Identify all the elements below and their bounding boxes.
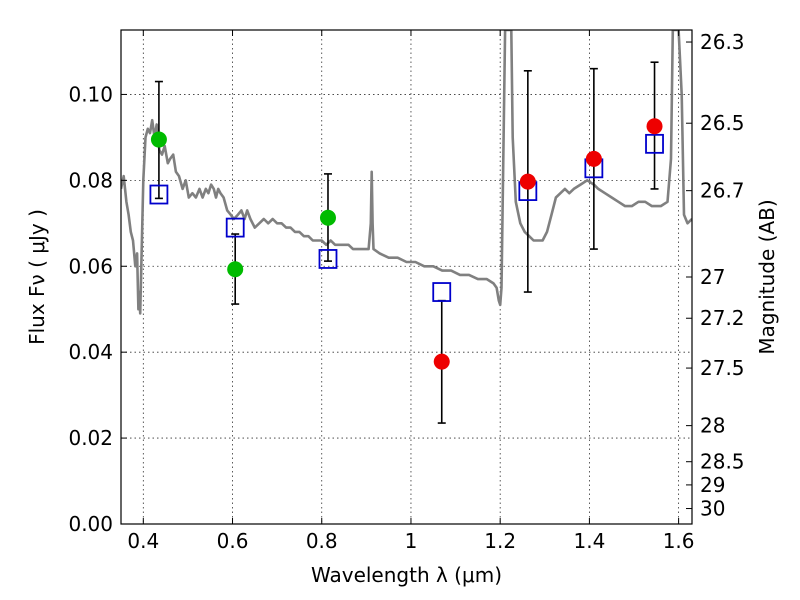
magnitude-tick-label: 28 bbox=[700, 414, 725, 438]
magnitude-tick-label: 27.2 bbox=[700, 306, 745, 330]
magnitude-tick-label: 30 bbox=[700, 497, 725, 521]
sed-line bbox=[121, 30, 692, 315]
magnitude-tick-label: 26.3 bbox=[700, 30, 745, 54]
magnitude-tick-label: 28.5 bbox=[700, 450, 745, 474]
x-tick-label: 1.2 bbox=[484, 529, 516, 553]
error-bars bbox=[154, 61, 659, 424]
observed-point bbox=[433, 353, 450, 370]
y-axis-label: Flux Fν ( μJy ) bbox=[25, 209, 49, 345]
x-tick-label: 1.6 bbox=[663, 529, 695, 553]
observed-point bbox=[646, 118, 663, 135]
model-photometry-square bbox=[149, 184, 169, 205]
x-tick-label: 0.6 bbox=[217, 529, 249, 553]
y-tick-label: 0.00 bbox=[68, 512, 113, 536]
x-axis-label: Wavelength λ (μm) bbox=[311, 563, 502, 587]
observed-point bbox=[585, 150, 602, 167]
magnitude-tick-label: 29 bbox=[700, 473, 725, 497]
observed-point bbox=[227, 261, 244, 278]
y-tick-label: 0.10 bbox=[68, 82, 113, 106]
model-photometry-square bbox=[318, 249, 338, 269]
plot-frame bbox=[120, 29, 693, 525]
model-photometry-square bbox=[225, 217, 245, 238]
y-axis-ticks: 0.00 0.02 0.04 0.06 0.08 0.10 bbox=[68, 82, 127, 536]
magnitude-axis-label: Magnitude (AB) bbox=[755, 199, 779, 354]
observed-point bbox=[319, 209, 336, 226]
y-tick-label: 0.06 bbox=[68, 254, 113, 278]
sed-curve bbox=[121, 30, 692, 315]
y-tick-label: 0.04 bbox=[68, 340, 113, 364]
observed-point bbox=[519, 173, 536, 190]
y-tick-label: 0.02 bbox=[68, 426, 113, 450]
x-tick-label: 1.4 bbox=[573, 529, 605, 553]
observed-photometry bbox=[150, 118, 663, 370]
magnitude-tick-label: 27.5 bbox=[700, 356, 745, 380]
x-axis-ticks: 0.4 0.6 0.8 1 1.2 1.4 1.6 bbox=[127, 30, 695, 553]
magnitude-tick-label: 26.5 bbox=[700, 111, 745, 135]
observed-point bbox=[150, 131, 167, 148]
magnitude-tick-label: 26.7 bbox=[700, 179, 745, 203]
y-tick-label: 0.08 bbox=[68, 168, 113, 192]
model-photometry-square bbox=[645, 133, 664, 154]
magnitude-tick-label: 27 bbox=[700, 265, 725, 289]
model-photometry-square bbox=[432, 282, 452, 302]
x-tick-label: 0.4 bbox=[127, 529, 159, 553]
x-tick-label: 0.8 bbox=[306, 529, 338, 553]
grid-lines bbox=[121, 30, 692, 524]
x-tick-label: 1 bbox=[405, 529, 418, 553]
